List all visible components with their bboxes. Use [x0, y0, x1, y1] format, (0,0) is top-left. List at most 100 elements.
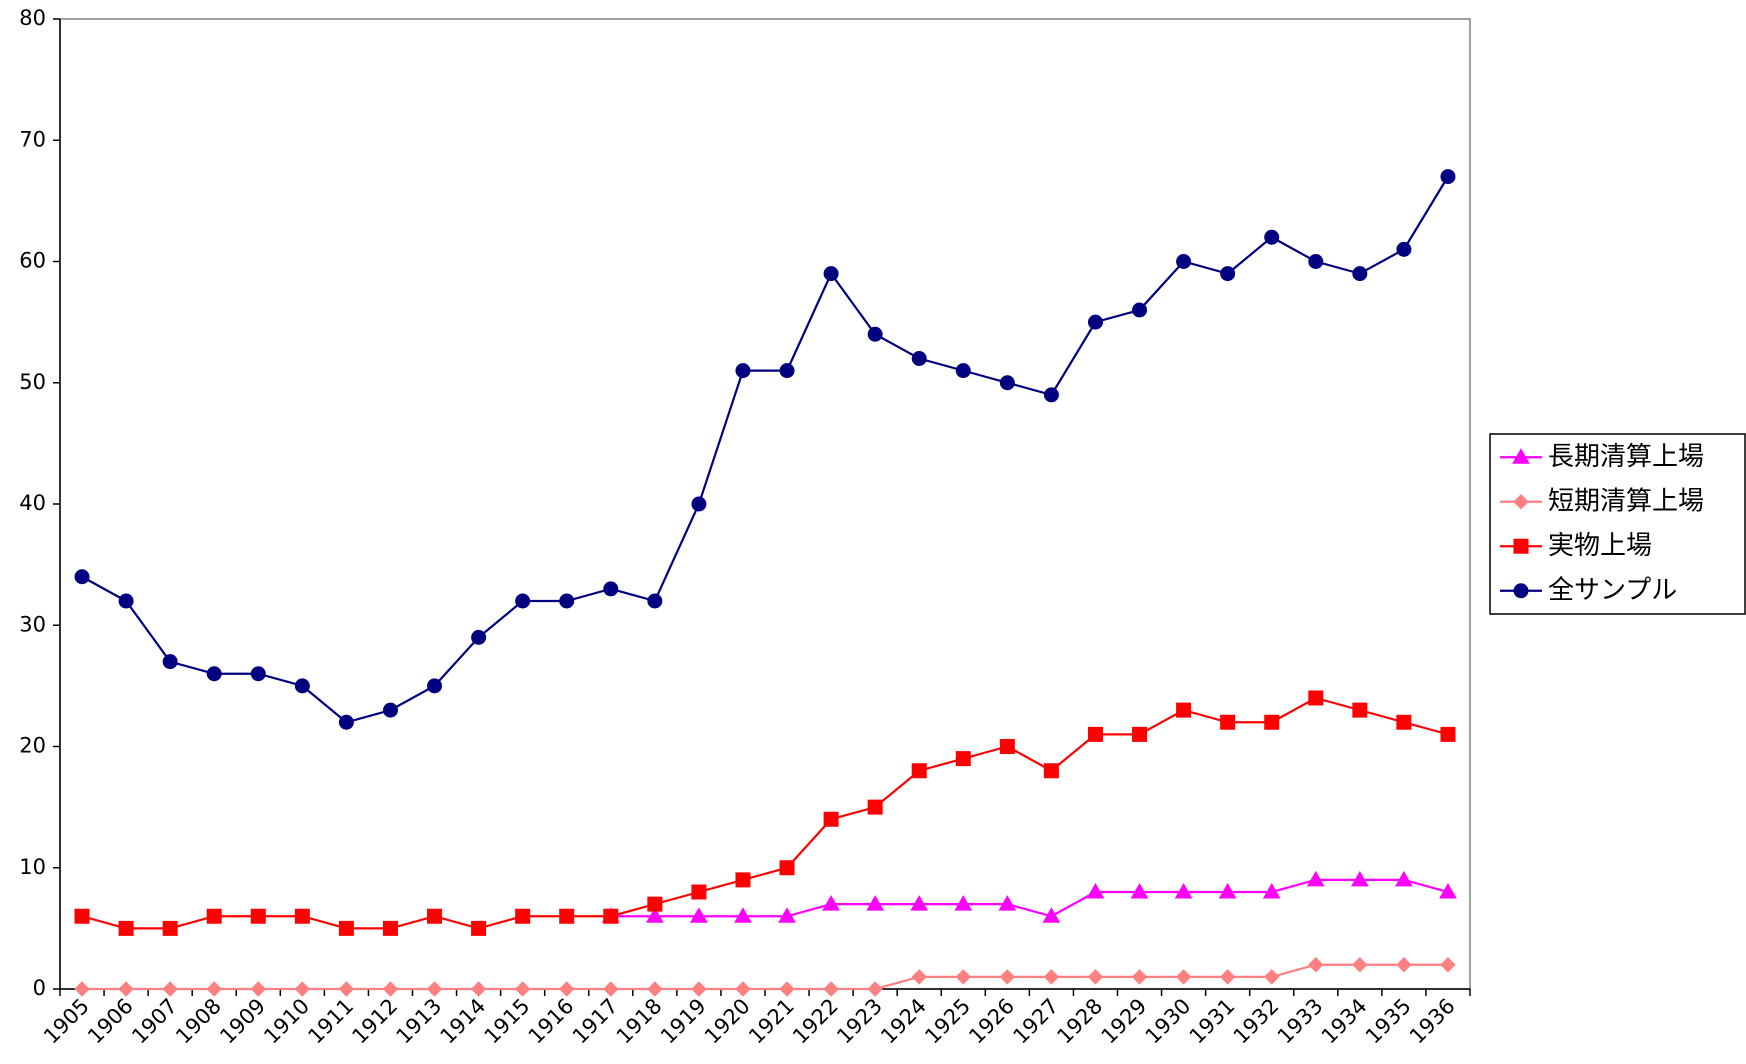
marker: [118, 920, 134, 936]
marker: [1264, 714, 1280, 730]
marker: [338, 981, 355, 997]
marker: [1440, 957, 1456, 973]
x-tick-label: 1906: [83, 994, 138, 1049]
x-tick-label: 1912: [347, 994, 402, 1049]
marker: [779, 860, 795, 876]
marker: [1395, 870, 1413, 887]
marker: [1219, 969, 1236, 985]
marker: [1218, 882, 1237, 899]
marker: [822, 895, 840, 911]
x-tick-label: 1933: [1273, 994, 1328, 1049]
marker: [954, 895, 973, 911]
marker: [515, 908, 531, 924]
marker: [294, 678, 310, 694]
series-line: [81, 176, 1449, 724]
marker: [1352, 702, 1368, 718]
marker: [1132, 726, 1148, 742]
marker: [1350, 870, 1369, 887]
x-tick-label: 1923: [832, 994, 887, 1049]
marker: [471, 920, 487, 936]
marker: [206, 981, 222, 997]
marker: [1308, 957, 1324, 973]
marker: [1513, 538, 1529, 554]
x-tick-label: 1928: [1052, 994, 1107, 1049]
x-tick-label: 1929: [1097, 994, 1152, 1049]
marker: [1352, 266, 1368, 282]
marker: [559, 593, 575, 609]
marker: [294, 981, 311, 997]
marker: [1132, 302, 1148, 318]
marker: [1306, 870, 1325, 887]
marker: [911, 763, 927, 779]
marker: [1513, 583, 1529, 599]
marker: [603, 981, 619, 997]
marker: [603, 581, 619, 597]
marker: [1262, 882, 1281, 899]
marker: [471, 629, 487, 645]
x-tick-label: 1914: [436, 994, 491, 1049]
marker: [470, 981, 487, 997]
x-tick-label: 1911: [303, 994, 358, 1049]
y-tick-label: 10: [19, 855, 46, 879]
x-tick-label: 1934: [1317, 994, 1372, 1049]
marker: [999, 375, 1015, 391]
marker: [118, 593, 134, 609]
marker: [382, 981, 399, 997]
marker: [1175, 969, 1192, 985]
marker: [1087, 314, 1103, 330]
y-tick-label: 70: [19, 127, 46, 151]
marker: [823, 811, 839, 827]
y-tick-label: 20: [19, 734, 46, 758]
marker: [74, 569, 90, 585]
marker: [647, 896, 663, 912]
y-tick-label: 60: [19, 249, 46, 273]
marker: [250, 908, 266, 924]
plot-area: [59, 18, 1471, 990]
marker: [735, 981, 751, 997]
marker: [427, 908, 443, 924]
x-tick-label: 1936: [1405, 994, 1460, 1049]
marker: [823, 266, 839, 282]
x-tick-label: 1925: [920, 994, 975, 1049]
x-tick-label: 1924: [876, 994, 931, 1049]
marker: [647, 593, 663, 609]
marker: [250, 666, 266, 682]
marker: [867, 326, 883, 342]
y-tick-label: 0: [33, 976, 46, 1000]
series-line: [610, 878, 1449, 918]
marker: [1220, 714, 1236, 730]
marker: [911, 351, 927, 366]
marker: [1220, 266, 1236, 282]
marker: [294, 908, 310, 924]
marker: [778, 907, 796, 923]
x-tick-label: 1930: [1141, 994, 1196, 1049]
x-tick-label: 1918: [612, 994, 667, 1049]
x-tick-label: 1922: [788, 994, 843, 1049]
marker: [206, 666, 222, 682]
marker: [427, 678, 443, 694]
x-tick-label: 1915: [480, 994, 535, 1049]
marker: [1131, 969, 1148, 985]
legend-label: 全サンプル: [1548, 575, 1677, 605]
x-tick-label: 1926: [964, 994, 1019, 1049]
x-tick-label: 1931: [1185, 994, 1240, 1049]
marker: [338, 714, 354, 730]
marker: [559, 981, 575, 997]
marker: [647, 981, 663, 997]
x-tick-label: 1910: [259, 994, 314, 1049]
y-tick-label: 40: [19, 491, 46, 515]
x-tick-label: 1913: [392, 994, 447, 1049]
marker: [1439, 882, 1457, 899]
marker: [779, 981, 795, 997]
marker: [1043, 763, 1059, 779]
marker: [955, 751, 971, 767]
marker: [250, 981, 266, 997]
marker: [603, 908, 619, 924]
marker: [1174, 882, 1193, 899]
marker: [1512, 448, 1530, 464]
marker: [1130, 882, 1149, 899]
marker: [559, 908, 575, 924]
y-tick-label: 50: [19, 370, 46, 394]
